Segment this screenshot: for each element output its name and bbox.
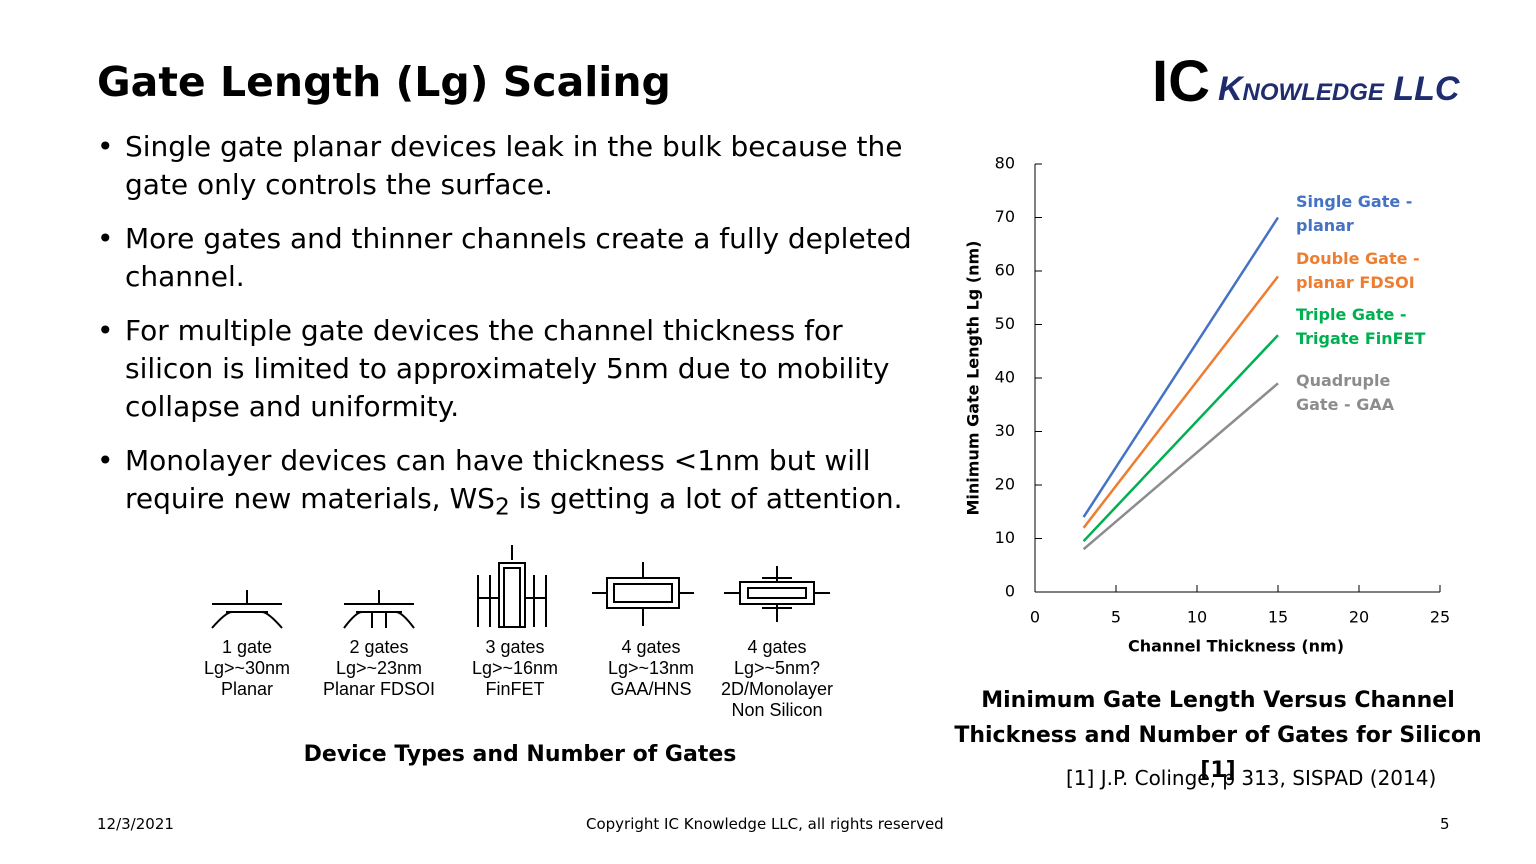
series-line xyxy=(1082,275,1279,529)
legend-entry: Single Gate - planar xyxy=(1296,192,1413,235)
device-label: 1 gate xyxy=(221,637,273,657)
y-tick-label: 0 xyxy=(1005,582,1015,601)
device-label: Lg>~5nm? xyxy=(733,658,821,678)
x-tick-label: 15 xyxy=(1268,608,1288,627)
logo: IC xyxy=(1152,49,1210,114)
subscript: 2 xyxy=(494,492,510,521)
legend-entry: Double Gate - planar FDSOI xyxy=(1296,249,1420,292)
series-line xyxy=(1082,382,1279,551)
device-label: Lg>~23nm xyxy=(335,658,423,678)
slide-title: Gate Length (Lg) Scaling xyxy=(97,58,671,106)
device-label: 2D/Monolayer xyxy=(720,679,834,699)
y-tick-label: 20 xyxy=(995,475,1015,494)
logo: Knowledge LLC xyxy=(1218,70,1460,108)
device-label: 3 gates xyxy=(485,637,545,657)
text: Monolayer devices can have thickness <1n… xyxy=(125,444,871,515)
bullet: More gates and thinner channels create a… xyxy=(97,220,927,296)
device-label: Planar xyxy=(220,679,274,699)
device-label: FinFET xyxy=(485,679,545,699)
device-label: Planar FDSOI xyxy=(322,679,436,699)
series-line xyxy=(1082,334,1279,543)
series-line xyxy=(1082,216,1280,518)
y-tick-label: 70 xyxy=(995,207,1015,226)
bullet: Monolayer devices can have thickness <1n… xyxy=(97,442,927,526)
y-tick-label: 50 xyxy=(995,314,1015,333)
planar-icon xyxy=(211,590,283,629)
reference: [1] J.P. Colinge, p 313, SISPAD (2014) xyxy=(1066,766,1437,790)
fdsoi-icon xyxy=(343,590,415,629)
device-label: Lg>~16nm xyxy=(471,658,559,678)
legend-entry: Quadruple Gate - GAA xyxy=(1296,371,1395,414)
caption: Device Types and Number of Gates xyxy=(303,742,737,767)
footer-date: 12/3/2021 xyxy=(97,815,174,833)
device-label: Non Silicon xyxy=(731,700,823,720)
y-tick-label: 60 xyxy=(995,261,1015,280)
device-label: 2 gates xyxy=(349,637,409,657)
device-label: Lg>~30nm xyxy=(203,658,291,678)
text: is getting a lot of attention. xyxy=(509,482,903,515)
y-tick-label: 30 xyxy=(995,421,1015,440)
bullet: Single gate planar devices leak in the b… xyxy=(97,128,927,204)
device-label: 4 gates xyxy=(621,637,681,657)
legend-entry: Triple Gate - Trigate FinFET xyxy=(1296,305,1426,348)
y-tick-label: 10 xyxy=(995,528,1015,547)
device-label: GAA/HNS xyxy=(610,679,692,699)
y-axis-label: Minimum Gate Length Lg (nm) xyxy=(964,241,983,516)
device-label: 4 gates xyxy=(747,637,807,657)
monolayer-icon xyxy=(724,566,830,622)
x-tick-label: 20 xyxy=(1349,608,1369,627)
y-tick-label: 80 xyxy=(995,154,1015,173)
bullet: For multiple gate devices the channel th… xyxy=(97,312,927,426)
x-tick-label: 5 xyxy=(1111,608,1121,627)
y-tick-label: 40 xyxy=(995,368,1015,387)
finfet-icon xyxy=(477,545,547,628)
footer-copyright: Copyright IC Knowledge LLC, all rights r… xyxy=(586,815,944,833)
page-number: 5 xyxy=(1440,815,1450,833)
chart-caption: Minimum Gate Length Versus Channel Thick… xyxy=(954,688,1482,783)
gaa-icon xyxy=(592,562,694,626)
device-label: Lg>~13nm xyxy=(607,658,695,678)
x-tick-label: 25 xyxy=(1430,608,1450,627)
x-axis-label: Channel Thickness (nm) xyxy=(1128,637,1344,656)
x-tick-label: 0 xyxy=(1030,608,1040,627)
x-tick-label: 10 xyxy=(1187,608,1207,627)
